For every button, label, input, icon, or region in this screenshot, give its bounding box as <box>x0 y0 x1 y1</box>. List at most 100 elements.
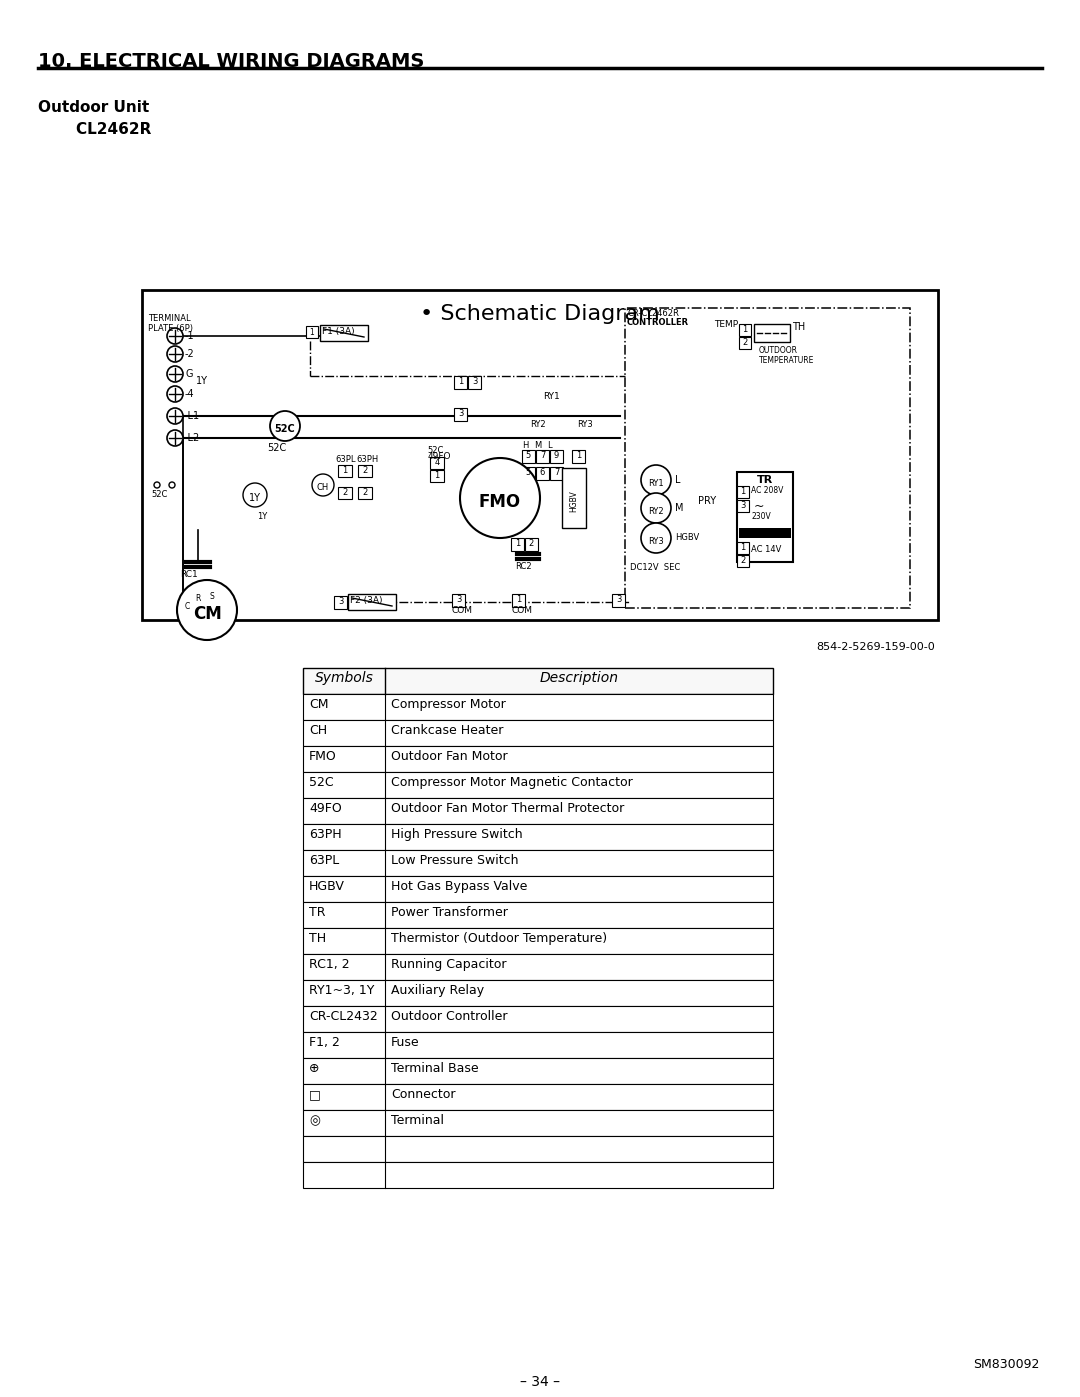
Text: Fuse: Fuse <box>391 1037 420 1049</box>
Bar <box>303 773 773 798</box>
Bar <box>303 1111 773 1136</box>
Text: 1Y: 1Y <box>195 376 208 386</box>
Text: COM: COM <box>451 606 473 615</box>
Bar <box>303 1084 773 1111</box>
Text: 10. ELECTRICAL WIRING DIAGRAMS: 10. ELECTRICAL WIRING DIAGRAMS <box>38 52 424 71</box>
Circle shape <box>177 580 237 640</box>
Text: 1: 1 <box>741 543 745 552</box>
Text: 63PL: 63PL <box>309 854 339 868</box>
Text: 63PH: 63PH <box>356 455 378 464</box>
Text: L: L <box>546 441 552 450</box>
Bar <box>511 538 524 550</box>
Text: 3: 3 <box>472 377 477 386</box>
Text: 3: 3 <box>616 595 621 604</box>
Bar <box>141 291 939 620</box>
Text: 52C: 52C <box>427 446 444 455</box>
Text: 1: 1 <box>576 451 581 460</box>
Text: 1: 1 <box>458 377 463 386</box>
Text: TR: TR <box>757 475 773 485</box>
Text: 3: 3 <box>740 502 745 510</box>
Text: AC 208V: AC 208V <box>751 486 783 495</box>
Text: DC12V  SEC: DC12V SEC <box>630 563 680 571</box>
Text: PRY: PRY <box>698 496 716 506</box>
Bar <box>303 981 773 1006</box>
Text: AC 14V: AC 14V <box>751 545 781 555</box>
Circle shape <box>312 474 334 496</box>
Bar <box>303 798 773 824</box>
Bar <box>348 594 396 610</box>
Text: RY2: RY2 <box>530 420 545 429</box>
Text: 1Y: 1Y <box>257 511 267 521</box>
Bar <box>625 307 910 608</box>
Text: Running Capacitor: Running Capacitor <box>391 958 507 971</box>
Text: RC1, 2: RC1, 2 <box>309 958 350 971</box>
Text: Thermistor (Outdoor Temperature): Thermistor (Outdoor Temperature) <box>391 932 607 944</box>
Text: ◎: ◎ <box>309 1113 320 1127</box>
Text: -L2: -L2 <box>185 433 200 443</box>
Bar <box>338 488 352 499</box>
Text: CM: CM <box>192 605 221 623</box>
Text: RY1: RY1 <box>543 393 559 401</box>
Bar <box>562 468 586 528</box>
Text: C: C <box>185 602 190 610</box>
Text: 3: 3 <box>458 409 463 418</box>
Text: 7: 7 <box>540 451 545 460</box>
Text: -2: -2 <box>185 349 194 359</box>
Text: COM: COM <box>512 606 534 615</box>
Text: 9: 9 <box>554 451 559 460</box>
Bar <box>525 538 538 550</box>
Bar <box>512 594 525 608</box>
Text: 4: 4 <box>434 458 440 467</box>
Text: Power Transformer: Power Transformer <box>391 907 508 919</box>
Text: Compressor Motor Magnetic Contactor: Compressor Motor Magnetic Contactor <box>391 775 633 789</box>
Circle shape <box>168 482 175 488</box>
Text: SM830092: SM830092 <box>974 1358 1040 1370</box>
Text: Terminal: Terminal <box>391 1113 444 1127</box>
Text: 6: 6 <box>540 468 545 476</box>
Text: CH: CH <box>316 483 329 493</box>
Circle shape <box>167 430 183 446</box>
Bar <box>303 719 773 746</box>
Circle shape <box>167 366 183 381</box>
Bar <box>522 450 535 462</box>
Bar <box>612 594 625 608</box>
Text: OUTDOOR
TEMPERATURE: OUTDOOR TEMPERATURE <box>759 346 814 366</box>
Bar <box>550 467 563 481</box>
Bar <box>357 488 372 499</box>
Text: Compressor Motor: Compressor Motor <box>391 698 505 711</box>
Text: High Pressure Switch: High Pressure Switch <box>391 828 523 841</box>
Text: Outdoor Fan Motor: Outdoor Fan Motor <box>391 750 508 763</box>
Text: 49FO: 49FO <box>428 453 451 461</box>
Text: TR: TR <box>309 907 325 919</box>
Bar <box>303 849 773 876</box>
Text: Low Pressure Switch: Low Pressure Switch <box>391 854 518 868</box>
Bar <box>453 594 465 608</box>
Text: Outdoor Unit: Outdoor Unit <box>38 101 149 115</box>
Bar <box>303 1136 773 1162</box>
Bar <box>303 1058 773 1084</box>
Text: 2: 2 <box>529 539 535 548</box>
Text: S: S <box>210 592 214 601</box>
Bar <box>739 324 751 337</box>
Text: 52C: 52C <box>151 490 167 499</box>
Text: CR-CL2432: CR-CL2432 <box>309 1010 378 1023</box>
Bar <box>454 376 467 388</box>
Text: 1: 1 <box>342 467 348 475</box>
Bar <box>303 954 773 981</box>
Text: FMO: FMO <box>478 493 521 511</box>
Circle shape <box>642 493 671 522</box>
Circle shape <box>167 328 183 344</box>
Bar <box>737 542 750 555</box>
Text: 1: 1 <box>741 488 745 496</box>
Text: RY3: RY3 <box>648 536 664 545</box>
Text: RY3: RY3 <box>577 420 593 429</box>
Text: TEMP: TEMP <box>714 320 738 330</box>
Text: -L1: -L1 <box>185 411 200 420</box>
Text: 5: 5 <box>526 468 531 476</box>
Bar <box>334 597 347 609</box>
Bar <box>737 555 750 567</box>
Circle shape <box>154 482 160 488</box>
Text: 2: 2 <box>363 467 367 475</box>
Text: ~: ~ <box>754 500 765 513</box>
Text: □: □ <box>309 1088 321 1101</box>
